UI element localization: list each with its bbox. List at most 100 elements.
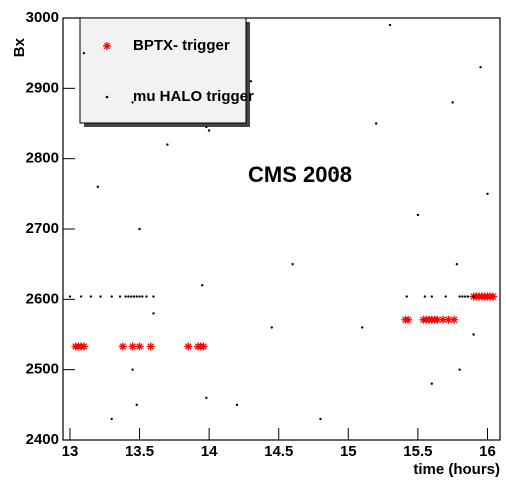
point xyxy=(361,326,364,329)
point xyxy=(451,101,454,104)
point xyxy=(118,342,127,351)
point xyxy=(146,342,155,351)
point xyxy=(207,129,211,132)
point xyxy=(79,295,83,298)
point xyxy=(416,213,420,217)
point xyxy=(127,295,130,298)
y-tick-label: 2400 xyxy=(26,431,59,448)
point xyxy=(152,295,155,298)
x-tick-label: 14 xyxy=(201,443,218,460)
point xyxy=(166,143,169,146)
point xyxy=(145,295,148,298)
x-axis-label: time (hours) xyxy=(413,461,500,478)
x-tick-label: 15 xyxy=(340,443,357,460)
point xyxy=(184,342,193,351)
star-stroke xyxy=(184,343,192,350)
legend-marker xyxy=(105,95,109,99)
point xyxy=(128,342,137,351)
point xyxy=(388,23,392,27)
point xyxy=(405,295,408,298)
point xyxy=(118,295,122,298)
point xyxy=(458,295,461,298)
y-tick-label: 2600 xyxy=(26,290,59,307)
point xyxy=(489,292,498,301)
star-stroke xyxy=(404,316,412,323)
point xyxy=(89,295,93,298)
star-stroke xyxy=(119,343,127,350)
point xyxy=(68,295,72,298)
star-stroke xyxy=(103,42,111,50)
x-tick-label: 16 xyxy=(479,443,496,460)
point xyxy=(319,417,322,421)
point xyxy=(458,368,461,371)
point xyxy=(235,403,239,407)
point xyxy=(461,295,464,298)
point xyxy=(333,171,336,174)
x-tick-label: 13 xyxy=(62,443,79,460)
point xyxy=(110,417,113,421)
star-stroke xyxy=(129,343,136,350)
point xyxy=(200,284,204,287)
star-stroke xyxy=(450,316,458,323)
legend-marker xyxy=(103,42,111,50)
point xyxy=(270,326,273,329)
point xyxy=(430,295,434,298)
point xyxy=(466,295,470,298)
point xyxy=(131,368,134,371)
point xyxy=(249,80,253,83)
point xyxy=(79,342,88,351)
y-tick-label: 2900 xyxy=(26,79,59,96)
y-axis-label: Bx xyxy=(11,37,28,57)
point xyxy=(138,227,141,231)
point xyxy=(455,262,459,266)
y-tick-label: 2500 xyxy=(26,361,59,378)
point xyxy=(152,312,155,315)
point xyxy=(141,295,144,298)
point xyxy=(132,295,136,298)
point xyxy=(135,295,138,298)
x-tick-label: 15.5 xyxy=(403,443,432,460)
legend-label: BPTX- trigger xyxy=(133,37,230,54)
star-stroke xyxy=(136,343,143,350)
point xyxy=(404,315,413,324)
y-tick-label: 2700 xyxy=(26,220,59,237)
point xyxy=(129,295,133,298)
y-tick-label: 3000 xyxy=(26,9,59,26)
point xyxy=(479,66,482,69)
point xyxy=(472,295,475,298)
point xyxy=(131,101,134,104)
star-stroke xyxy=(445,316,452,323)
legend-box xyxy=(79,17,247,124)
point xyxy=(450,315,459,324)
point xyxy=(205,125,208,129)
point xyxy=(472,333,475,336)
point xyxy=(135,403,138,407)
star-stroke xyxy=(439,316,447,323)
point xyxy=(110,295,113,298)
point xyxy=(374,122,378,125)
point xyxy=(124,295,127,298)
point xyxy=(135,342,144,351)
y-tick-label: 2800 xyxy=(26,150,59,167)
star-stroke xyxy=(434,316,441,323)
star-stroke xyxy=(489,293,497,300)
annotation: CMS 2008 xyxy=(248,162,352,187)
point xyxy=(99,295,102,298)
point xyxy=(199,342,208,351)
x-tick-label: 13.5 xyxy=(125,443,154,460)
point xyxy=(423,295,427,298)
point xyxy=(205,396,208,399)
point xyxy=(486,192,489,196)
point xyxy=(82,51,86,55)
point xyxy=(291,262,294,266)
point xyxy=(444,295,447,298)
star-stroke xyxy=(80,343,88,350)
x-tick-label: 14.5 xyxy=(264,443,293,460)
point xyxy=(96,185,99,188)
point xyxy=(138,295,141,298)
point xyxy=(430,382,434,385)
star-stroke xyxy=(200,343,207,350)
legend-label: mu HALO trigger xyxy=(133,88,254,105)
point xyxy=(464,295,467,298)
